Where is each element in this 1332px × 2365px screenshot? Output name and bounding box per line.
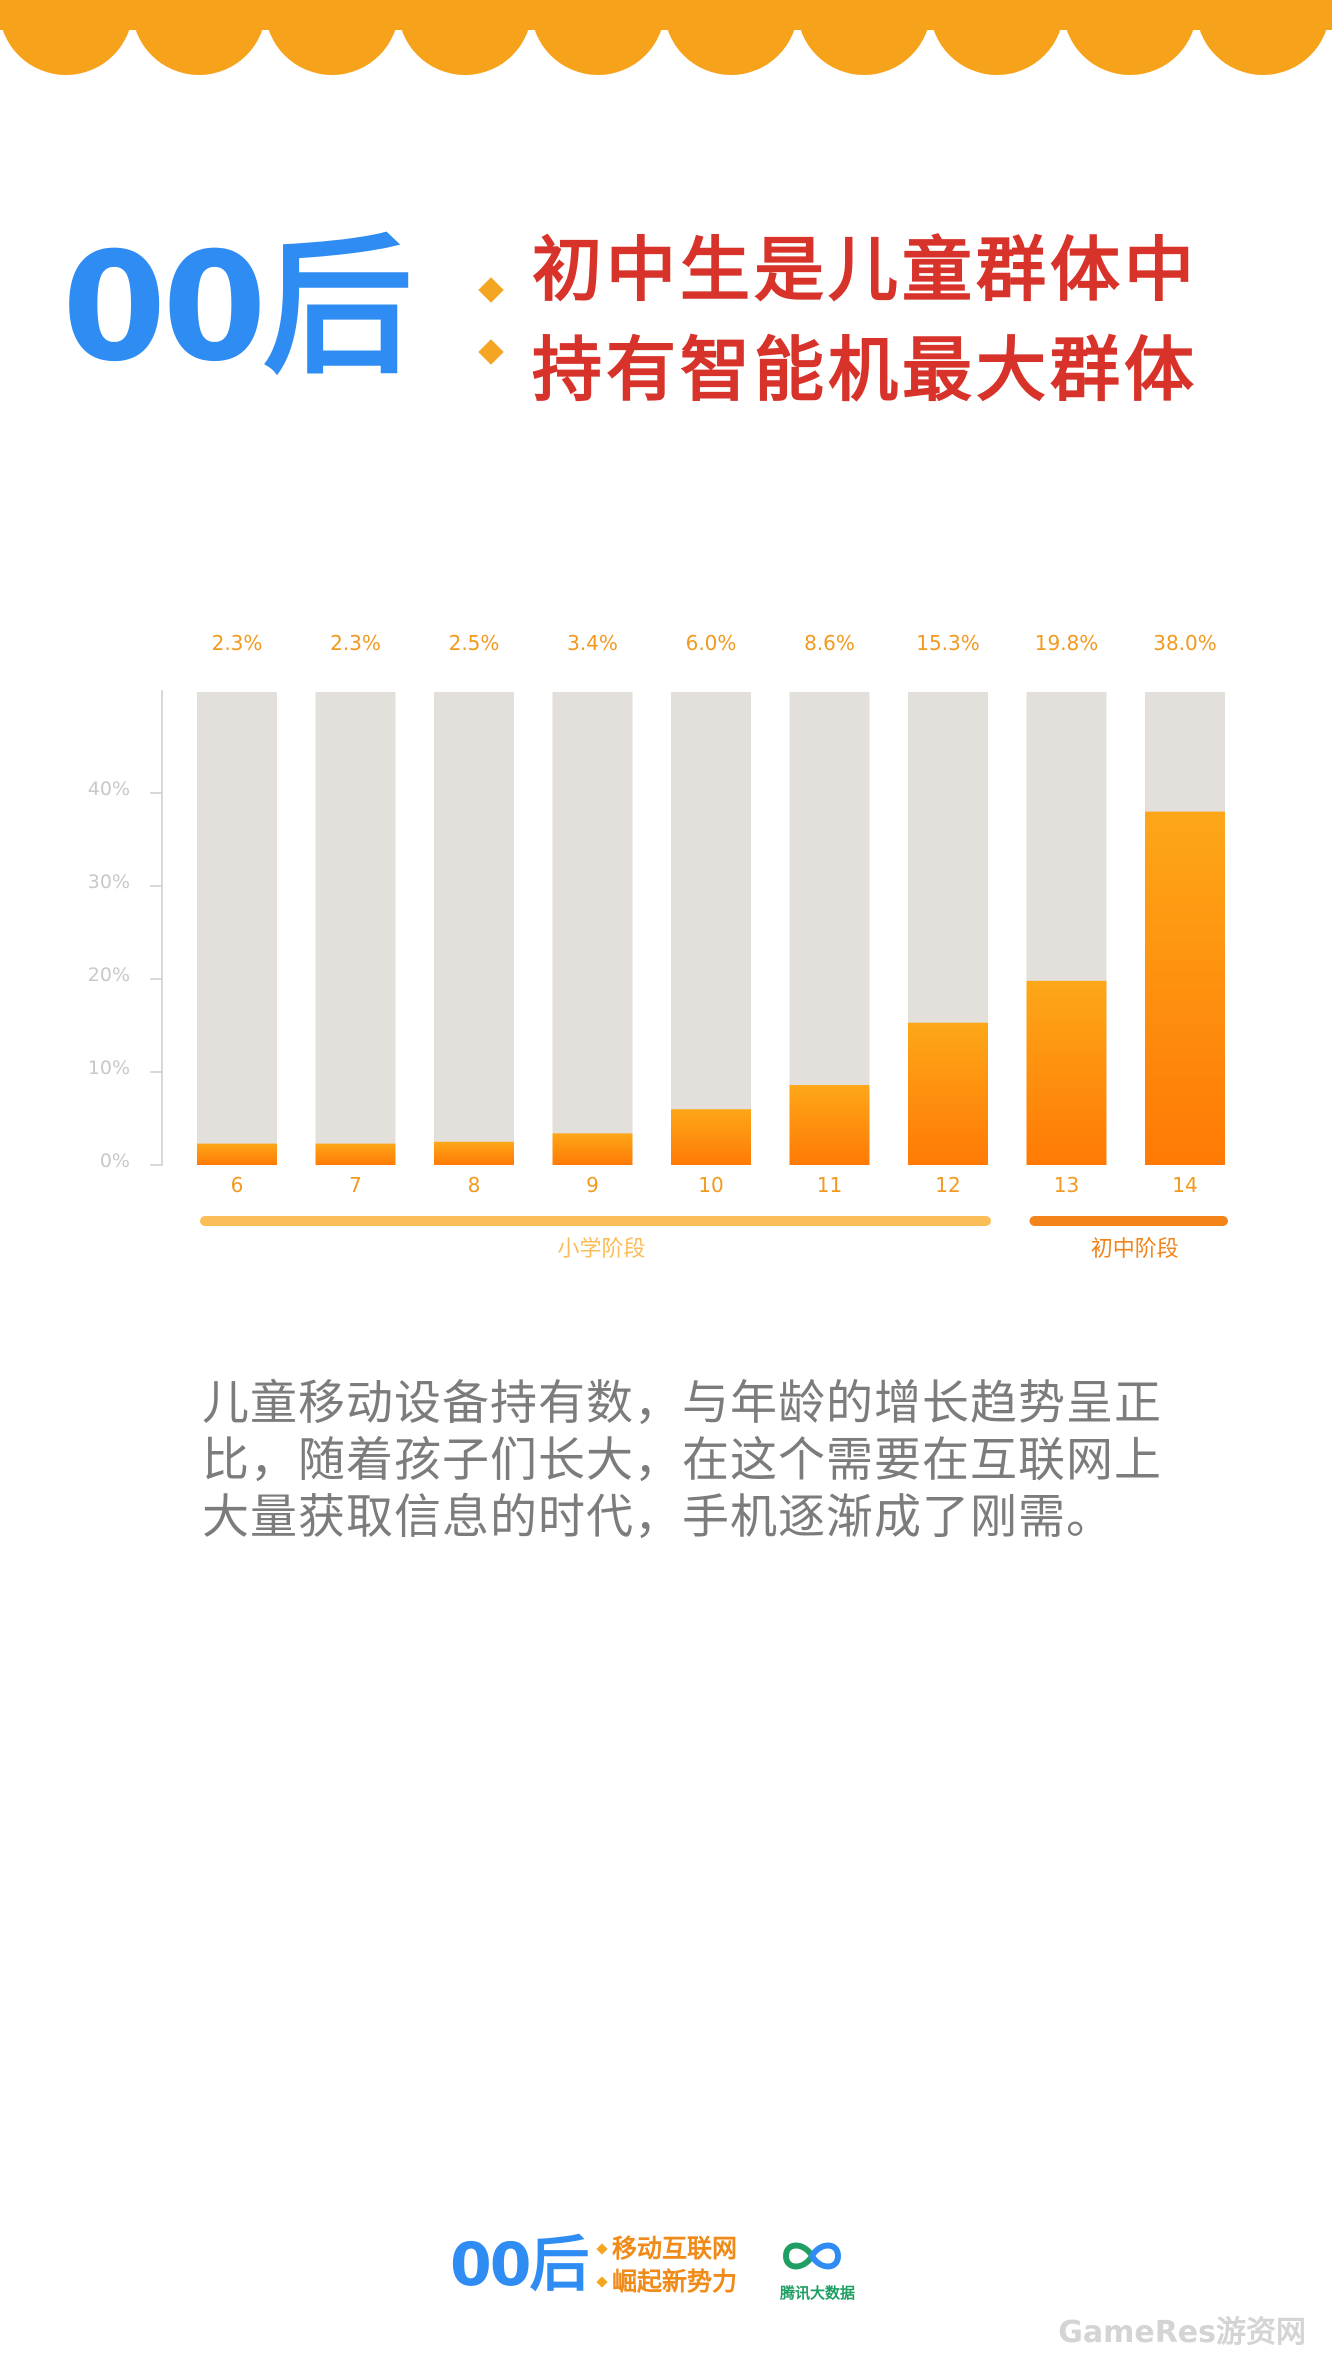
bar-value-label: 8.6% (804, 631, 855, 655)
bullet-diamond-icon (596, 2276, 608, 2288)
headline-line-1: 初中生是儿童群体中 (532, 229, 1198, 311)
bar-value-label: 2.3% (330, 631, 381, 655)
bar-track (315, 692, 396, 1165)
tencent-data-label: 腾讯大数据 (780, 2284, 856, 2302)
scalloped-banner (0, 0, 1332, 75)
description-text: 儿童移动设备持有数，与年龄的增长趋势呈正比，随着孩子们长大，在这个需要在互联网上… (202, 1376, 1162, 1545)
bar-value-label: 19.8% (1035, 631, 1099, 655)
banner-scallop (1063, 0, 1197, 75)
watermark: GameRes游资网 (1058, 2315, 1306, 2350)
bar (671, 1109, 751, 1165)
x-tick-label: 8 (468, 1173, 481, 1197)
bullet-diamond-icon (478, 339, 504, 365)
x-tick-label: 9 (586, 1173, 599, 1197)
x-tick-label: 10 (698, 1173, 723, 1197)
footer-tagline-1: 移动互联网 (612, 2234, 738, 2263)
y-tick-label: 20% (88, 964, 130, 986)
bar-value-label: 6.0% (686, 631, 737, 655)
banner-scallop (531, 0, 665, 75)
bar-chart: 0% 10% 20% 30% 40% 2.3% 6 2.3% 7 2.5% 8 3.4% 9 6.0% 10… (88, 631, 1228, 1262)
bar (789, 1085, 870, 1165)
bar (908, 1022, 988, 1165)
infinity-loop-icon (782, 2242, 842, 2270)
banner-scallop (930, 0, 1064, 75)
y-tick-label: 30% (88, 871, 130, 893)
bar (434, 1141, 514, 1165)
bar (197, 1143, 277, 1165)
bullet-diamond-icon (596, 2243, 608, 2255)
x-tick-label: 12 (935, 1173, 960, 1197)
x-tick-label: 14 (1172, 1173, 1197, 1197)
x-tick-label: 7 (349, 1173, 362, 1197)
banner-scallop (797, 0, 931, 75)
headline-line-2: 持有智能机最大群体 (532, 329, 1198, 411)
bar (1145, 811, 1225, 1165)
y-tick-label: 10% (88, 1057, 130, 1079)
footer-brand: 00后 移动互联网 崛起新势力 腾讯大数据 (450, 2230, 880, 2310)
bar (552, 1133, 633, 1165)
bar-track (671, 692, 751, 1165)
bullet-diamond-icon (478, 277, 504, 303)
bar-track (197, 692, 277, 1165)
banner-scallop (398, 0, 532, 75)
x-tick-label: 6 (231, 1173, 244, 1197)
banner-scallop (1329, 0, 1332, 28)
brand-logo: 00后 (62, 221, 413, 395)
y-tick-label: 40% (88, 778, 130, 800)
x-tick-label: 13 (1054, 1173, 1079, 1197)
footer-tagline-2: 崛起新势力 (612, 2267, 738, 2296)
banner-scallop (664, 0, 798, 75)
bar-value-label: 2.5% (449, 631, 500, 655)
age-group-label: 初中阶段 (1091, 1237, 1179, 1262)
banner-scallop (0, 0, 133, 75)
footer-logo: 00后 (450, 2230, 589, 2300)
bar (1026, 980, 1107, 1165)
bar-track (552, 692, 633, 1165)
hero-title: 00后 初中生是儿童群体中 持有智能机最大群体 (62, 215, 1272, 435)
y-tick-label: 0% (100, 1150, 130, 1172)
x-tick-label: 11 (817, 1173, 842, 1197)
bar-value-label: 38.0% (1153, 631, 1217, 655)
bar-value-label: 2.3% (212, 631, 263, 655)
bar-track (434, 692, 514, 1165)
banner-scallop (265, 0, 399, 75)
banner-scallop (132, 0, 266, 75)
bar-value-label: 15.3% (916, 631, 980, 655)
bar-value-label: 3.4% (567, 631, 618, 655)
bar (315, 1143, 396, 1165)
age-group-label: 小学阶段 (557, 1237, 645, 1262)
banner-scallop (1196, 0, 1330, 75)
